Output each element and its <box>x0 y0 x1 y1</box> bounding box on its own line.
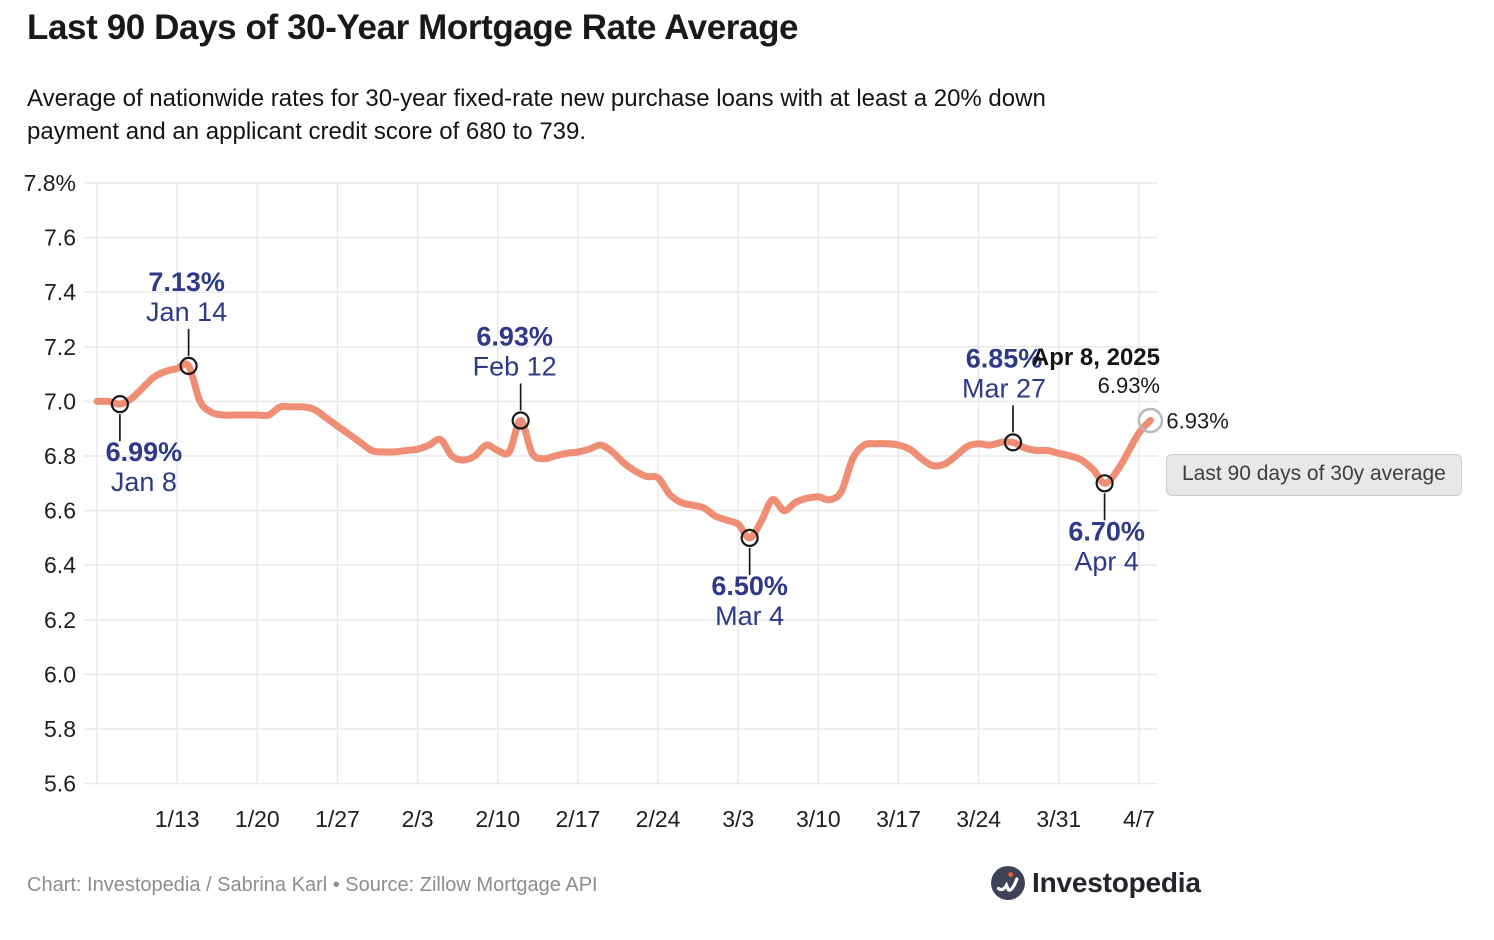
annotation-value-label: 6.99% <box>106 437 183 467</box>
investopedia-logo-icon <box>991 866 1025 900</box>
x-tick-label: 3/3 <box>722 806 754 832</box>
hover-tooltip: Last 90 days of 30y average <box>1166 454 1462 496</box>
annotation-marker <box>511 411 530 430</box>
annotation-value-label: 6.93% <box>476 322 553 352</box>
x-tick-label: 4/7 <box>1123 806 1155 832</box>
page-title: Last 90 Days of 30-Year Mortgage Rate Av… <box>27 8 799 47</box>
x-tick-label: 3/17 <box>876 806 921 832</box>
y-tick-label: 6.2 <box>44 607 76 633</box>
annotation-value-label: 6.70% <box>1068 516 1145 546</box>
y-tick-label: 7.4 <box>44 279 76 305</box>
x-tick-label: 1/27 <box>315 806 360 832</box>
x-tick-label: 3/31 <box>1036 806 1081 832</box>
annotation-date-label: Mar 27 <box>962 373 1046 403</box>
annotation-date-label: Mar 4 <box>715 601 784 631</box>
x-tick-label: 1/13 <box>155 806 200 832</box>
y-tick-label: 6.4 <box>44 552 76 578</box>
y-tick-label: 7.2 <box>44 334 76 360</box>
x-tick-label: 1/20 <box>235 806 280 832</box>
endpoint-date-label: Apr 8, 2025 <box>1032 344 1160 371</box>
investopedia-logo-text: Investopedia <box>1032 867 1201 898</box>
x-tick-label: 2/17 <box>556 806 601 832</box>
y-tick-label: 6.0 <box>44 661 76 687</box>
y-tick-label: 6.6 <box>44 498 76 524</box>
page-subtitle-line2: payment and an applicant credit score of… <box>27 118 587 145</box>
x-tick-label: 3/10 <box>796 806 841 832</box>
x-tick-label: 2/10 <box>475 806 520 832</box>
investopedia-logo: Investopedia <box>991 866 1201 900</box>
y-tick-label: 5.8 <box>44 716 76 742</box>
y-tick-label: 7.0 <box>44 388 76 414</box>
y-tick-label: 7.8% <box>24 170 76 196</box>
annotation-date-label: Jan 8 <box>111 467 177 497</box>
chart-credit: Chart: Investopedia / Sabrina Karl • Sou… <box>27 874 598 896</box>
page-subtitle-line1: Average of nationwide rates for 30-year … <box>27 85 1046 112</box>
annotation-date-label: Apr 4 <box>1074 546 1139 576</box>
annotation-marker <box>1003 433 1023 452</box>
rate-line <box>93 360 1154 542</box>
annotation-value-label: 6.85% <box>966 343 1043 373</box>
endpoint-value-label: 6.93% <box>1098 373 1160 398</box>
annotation-date-label: Feb 12 <box>473 352 557 382</box>
endpoint-side-value-label: 6.93% <box>1166 409 1228 434</box>
annotation-value-label: 6.50% <box>711 571 788 601</box>
y-tick-label: 7.6 <box>44 225 76 251</box>
x-tick-label: 2/24 <box>636 806 681 832</box>
endpoint-marker <box>1137 407 1164 434</box>
annotation-date-label: Jan 14 <box>146 297 227 327</box>
annotation-marker <box>110 395 130 414</box>
annotation-marker <box>740 528 759 548</box>
x-tick-label: 3/24 <box>956 806 1001 832</box>
annotation-marker <box>1095 474 1114 493</box>
x-tick-label: 2/3 <box>402 806 434 832</box>
y-tick-label: 5.6 <box>44 771 76 797</box>
page-subtitle: Average of nationwide rates for 30-year … <box>27 82 1046 148</box>
hover-tooltip-text: Last 90 days of 30y average <box>1182 462 1446 485</box>
y-tick-label: 6.8 <box>44 443 76 469</box>
annotation-marker <box>179 356 198 376</box>
annotation-value-label: 7.13% <box>148 267 225 297</box>
